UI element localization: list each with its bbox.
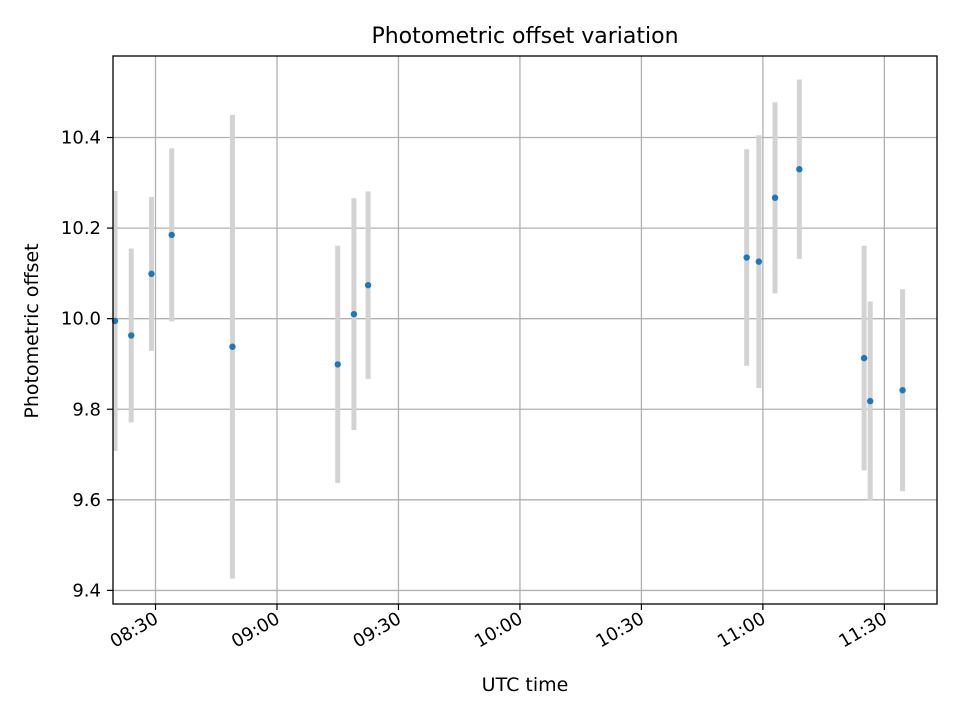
y-tick-label: 9.6 [72,490,101,511]
ticks: 08:30 09:00 09:30 10:00 10:30 11:00 11:30 9.4 9.… [61,128,891,653]
data-point [743,254,750,261]
data-point [148,270,155,278]
x-tick-label: 10:30 [592,608,647,652]
chart-title: Photometric offset variation [371,24,678,49]
y-tick-label: 10.4 [61,128,101,149]
data-point [899,387,906,394]
data-point [128,332,135,339]
x-tick-label: 09:30 [350,608,405,652]
x-tick-label: 09:00 [228,608,283,652]
data-point [229,343,236,350]
y-tick-label: 9.8 [72,399,101,420]
y-tick-label: 9.4 [72,580,101,601]
x-axis-label: UTC time [482,674,569,696]
y-tick-label: 10.0 [61,309,101,330]
data-point [168,231,175,239]
y-axis-label: Photometric offset [21,243,43,418]
data-point [796,166,803,173]
data-point [771,194,779,201]
y-tick-label: 10.2 [61,218,101,239]
x-tick-label: 08:30 [107,608,162,652]
data-point [350,310,358,318]
data-points [111,166,906,405]
x-tick-label: 10:00 [471,608,526,652]
plot-frame [112,55,938,605]
error-bars [112,79,906,579]
grid-lines [113,56,937,604]
data-point [860,354,868,362]
data-point [755,258,763,265]
data-point [334,361,341,368]
x-tick-label: 11:00 [714,608,769,652]
data-point [364,281,372,289]
x-tick-label: 11:30 [835,608,890,652]
data-point [866,397,874,405]
